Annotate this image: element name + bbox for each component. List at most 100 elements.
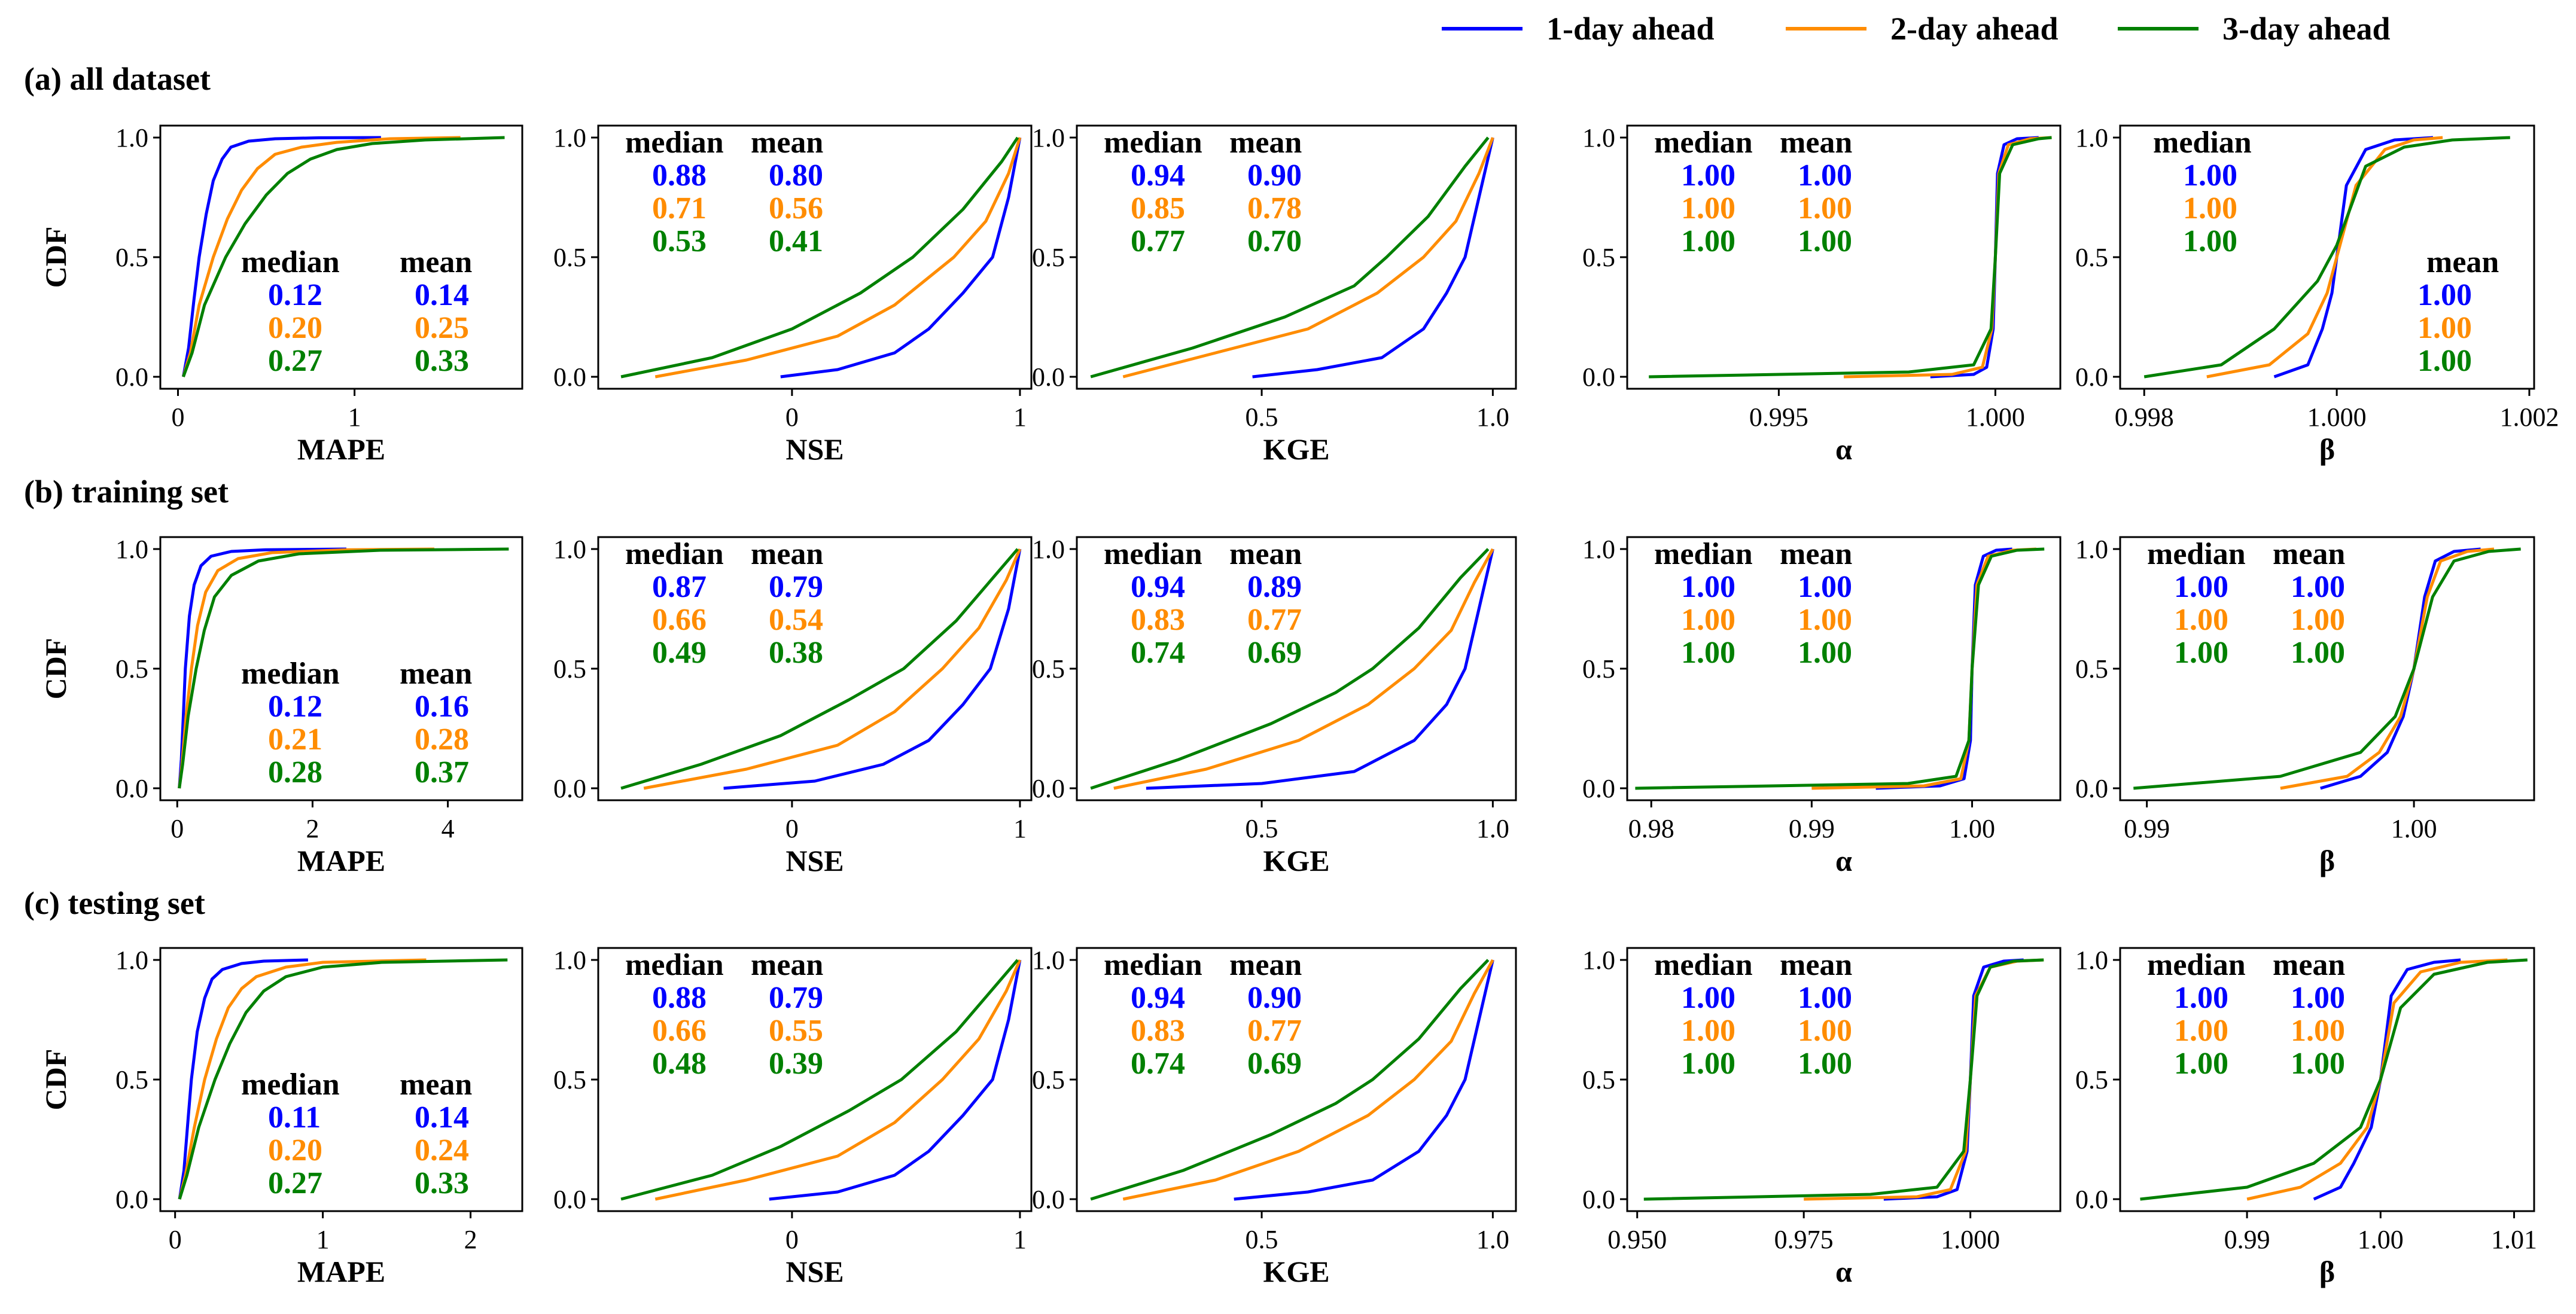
legend-label: 2-day ahead bbox=[1890, 11, 2059, 47]
plot-frame bbox=[1076, 536, 1517, 801]
stat-mean-header: mean bbox=[1229, 948, 1302, 982]
stat-median-value: 1.00 bbox=[2174, 603, 2228, 637]
x-axis-label: KGE bbox=[1263, 432, 1329, 466]
y-tick-label: 1.0 bbox=[2075, 123, 2108, 153]
stat-mean-value: 0.54 bbox=[769, 603, 823, 637]
stat-mean-value: 0.89 bbox=[1247, 570, 1302, 604]
x-tick-label: 0.950 bbox=[1607, 1225, 1667, 1254]
x-tick-label: 0.98 bbox=[1628, 814, 1674, 843]
stat-median-value: 1.00 bbox=[2174, 981, 2228, 1015]
row-label: (a) all dataset bbox=[24, 61, 211, 97]
row-label: (c) testing set bbox=[24, 885, 205, 921]
stat-median-value: 1.00 bbox=[1681, 1047, 1735, 1081]
chart-panel-r1-c2: 0.0 0.5 1.0 0 1 NSE median mean 0.88 0.80 0.71 0.56… bbox=[553, 123, 1033, 466]
stat-mean-value: 0.16 bbox=[415, 690, 469, 724]
stat-mean-header: mean bbox=[400, 1068, 472, 1102]
y-tick-label: 0.5 bbox=[553, 654, 586, 684]
stat-median-value: 1.00 bbox=[2183, 191, 2237, 225]
stat-median-value: 1.00 bbox=[1681, 636, 1735, 670]
stat-median-header: median bbox=[241, 657, 340, 691]
y-tick-label: 0.5 bbox=[2075, 654, 2108, 684]
series-line-1 bbox=[1234, 959, 1494, 1201]
stat-median-header: median bbox=[1104, 537, 1202, 571]
series-line-3 bbox=[620, 136, 1019, 379]
y-tick-label: 1.0 bbox=[1582, 123, 1615, 153]
stat-mean-value: 0.77 bbox=[1247, 1014, 1302, 1048]
stat-median-value: 0.74 bbox=[1131, 1047, 1185, 1081]
x-tick-label: 0.975 bbox=[1774, 1225, 1834, 1254]
stat-mean-value: 0.69 bbox=[1247, 636, 1302, 670]
x-tick-label: 1 bbox=[348, 403, 361, 432]
stat-mean-value: 1.00 bbox=[1798, 1014, 1852, 1048]
x-tick-label: 1.00 bbox=[1949, 814, 1995, 843]
stat-mean-header: mean bbox=[400, 657, 472, 691]
stat-median-value: 1.00 bbox=[1681, 981, 1735, 1015]
stat-median-value: 1.00 bbox=[1681, 570, 1735, 604]
stat-mean-value: 1.00 bbox=[2291, 1047, 2345, 1081]
series-line-2 bbox=[1122, 959, 1494, 1201]
stat-median-header: median bbox=[1104, 126, 1202, 160]
stat-median-value: 0.28 bbox=[268, 755, 322, 789]
stat-median-value: 0.88 bbox=[652, 981, 707, 1015]
x-tick-label: 0.998 bbox=[2115, 403, 2174, 432]
y-tick-label: 0.5 bbox=[2075, 243, 2108, 272]
stat-median-value: 0.88 bbox=[652, 158, 707, 193]
series-line-1 bbox=[1875, 547, 2012, 790]
stat-mean-header: mean bbox=[751, 126, 823, 160]
y-tick-label: 1.0 bbox=[1032, 535, 1065, 564]
series-line-2 bbox=[1122, 137, 1494, 379]
chart-panel-r3-c2: 0.0 0.5 1.0 0 1 NSE median mean 0.88 0.79 0.66 0.55… bbox=[553, 946, 1033, 1288]
stat-mean-value: 1.00 bbox=[1798, 603, 1852, 637]
plot-frame bbox=[159, 947, 523, 1212]
stat-mean-value: 0.90 bbox=[1247, 158, 1302, 193]
x-tick-label: 1 bbox=[1013, 1225, 1027, 1254]
y-tick-label: 1.0 bbox=[1582, 535, 1615, 564]
x-tick-label: 1 bbox=[1013, 403, 1027, 432]
stat-mean-value: 1.00 bbox=[1798, 981, 1852, 1015]
y-axis-label: CDF bbox=[39, 227, 72, 288]
plot-frame bbox=[1626, 536, 2062, 801]
x-axis-label: α bbox=[1835, 432, 1852, 466]
chart-panel-r2-c1: (b) training set 0.0 0.5 1.0 0 2 4 MAPE CDF media… bbox=[24, 474, 523, 877]
stat-median-value: 1.00 bbox=[2174, 636, 2228, 670]
series-line-1 bbox=[1146, 548, 1494, 790]
plot-frame bbox=[1626, 947, 2062, 1212]
series-line-1 bbox=[769, 959, 1022, 1201]
stat-median-value: 0.94 bbox=[1131, 158, 1185, 193]
y-tick-label: 1.0 bbox=[553, 123, 586, 153]
plot-frame bbox=[597, 947, 1033, 1212]
stat-mean-value: 1.00 bbox=[1798, 224, 1852, 258]
y-tick-label: 0.5 bbox=[1582, 654, 1615, 684]
x-axis-label: MAPE bbox=[297, 432, 385, 466]
x-axis-label: β bbox=[2319, 1255, 2335, 1288]
y-tick-label: 1.0 bbox=[1032, 946, 1065, 975]
stat-mean-value: 0.41 bbox=[769, 224, 823, 258]
series-line-1 bbox=[723, 548, 1022, 790]
y-tick-label: 1.0 bbox=[553, 535, 586, 564]
stat-mean-value: 0.69 bbox=[1247, 1047, 1302, 1081]
stat-median-value: 0.85 bbox=[1131, 191, 1185, 225]
stat-mean-value: 1.00 bbox=[2417, 344, 2472, 378]
stat-mean-header: mean bbox=[2273, 948, 2345, 982]
y-tick-label: 0.0 bbox=[1032, 774, 1065, 803]
stat-median-value: 0.94 bbox=[1131, 981, 1185, 1015]
y-tick-label: 0.0 bbox=[2075, 362, 2108, 392]
stat-mean-header: mean bbox=[400, 245, 472, 279]
series-line-1 bbox=[178, 547, 347, 789]
y-tick-label: 1.0 bbox=[553, 946, 586, 975]
y-tick-label: 0.0 bbox=[115, 362, 148, 392]
series-line-3 bbox=[1090, 548, 1490, 790]
stat-median-value: 1.00 bbox=[2183, 224, 2237, 258]
y-tick-label: 0.0 bbox=[553, 774, 586, 803]
plot-frame bbox=[2119, 536, 2535, 801]
plot-frame bbox=[2119, 947, 2535, 1212]
x-axis-label: α bbox=[1835, 844, 1852, 877]
y-tick-label: 0.5 bbox=[115, 243, 148, 272]
x-tick-label: 0.99 bbox=[2224, 1225, 2270, 1254]
series-line-2 bbox=[1843, 136, 2052, 379]
plot-frame bbox=[159, 536, 523, 801]
x-tick-label: 0.99 bbox=[1789, 814, 1835, 843]
x-tick-label: 0 bbox=[172, 403, 185, 432]
